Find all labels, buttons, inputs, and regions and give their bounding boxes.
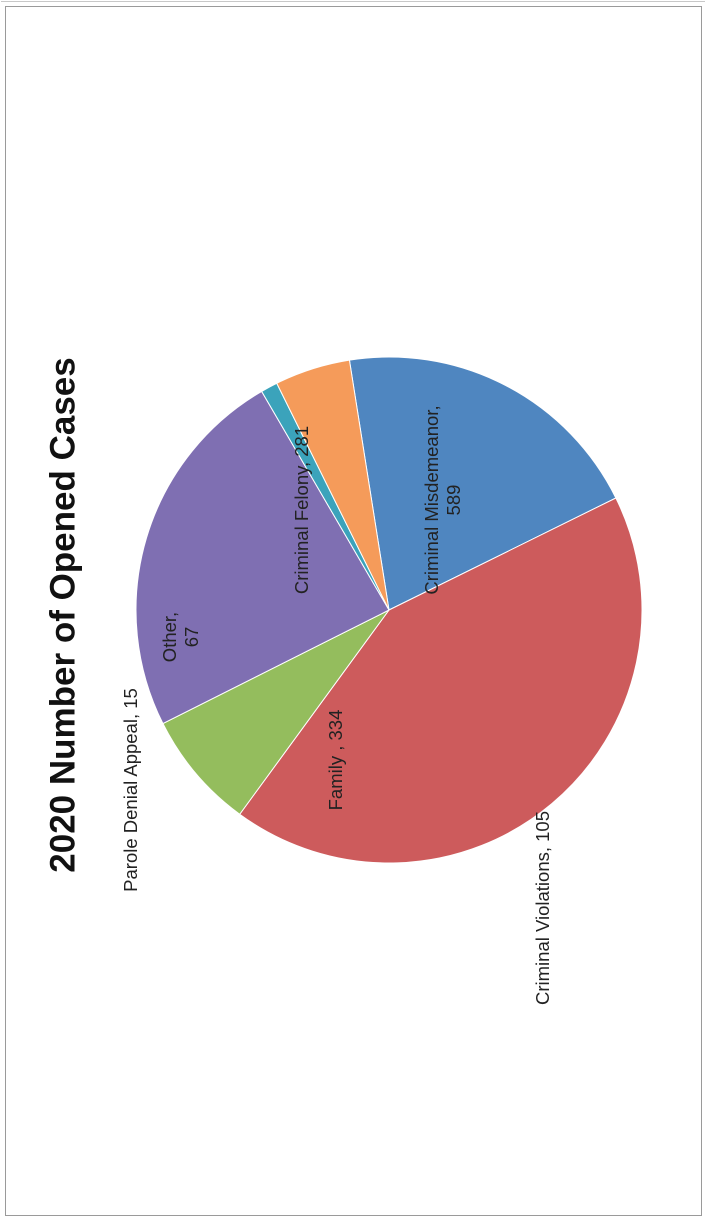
pie-slice-criminal-violations bbox=[162, 609, 390, 815]
data-label-parole-denial-appeal: Parole Denial Appeal, 15 bbox=[120, 688, 141, 892]
pie-slice-criminal-misdemeanor bbox=[239, 497, 643, 864]
pie-slice-family bbox=[135, 390, 390, 725]
pie-slice-criminal-felony bbox=[348, 356, 617, 611]
chart-title: 2020 Number of Opened Cases bbox=[44, 357, 83, 872]
data-label-criminal-felony: Criminal Felony, 281 bbox=[291, 426, 312, 594]
pie-slices bbox=[135, 356, 643, 864]
data-label-line: Criminal Violations, 105 bbox=[532, 811, 553, 1005]
data-label-family: Family , 334 bbox=[325, 710, 346, 811]
data-label-line: Parole Denial Appeal, 15 bbox=[120, 688, 141, 892]
scan-edge-line bbox=[1, 1, 705, 2]
data-label-line: Criminal Misdemeanor, bbox=[421, 405, 442, 594]
data-label-line: Criminal Felony, 281 bbox=[291, 426, 312, 594]
data-label-criminal-violations: Criminal Violations, 105 bbox=[532, 811, 553, 1005]
page-frame bbox=[5, 6, 702, 1216]
data-label-line: Other, bbox=[159, 612, 180, 662]
pie-slice-other bbox=[276, 359, 390, 611]
data-label-line: 67 bbox=[181, 627, 202, 648]
data-label-criminal-misdemeanor: Criminal Misdemeanor,589 bbox=[421, 405, 464, 594]
data-label-other: Other,67 bbox=[159, 612, 202, 662]
data-label-line: 589 bbox=[443, 485, 464, 516]
data-label-line: Family , 334 bbox=[325, 710, 346, 811]
pie-labels: Criminal Felony, 281 Criminal Misdemeanor… bbox=[120, 405, 553, 1005]
